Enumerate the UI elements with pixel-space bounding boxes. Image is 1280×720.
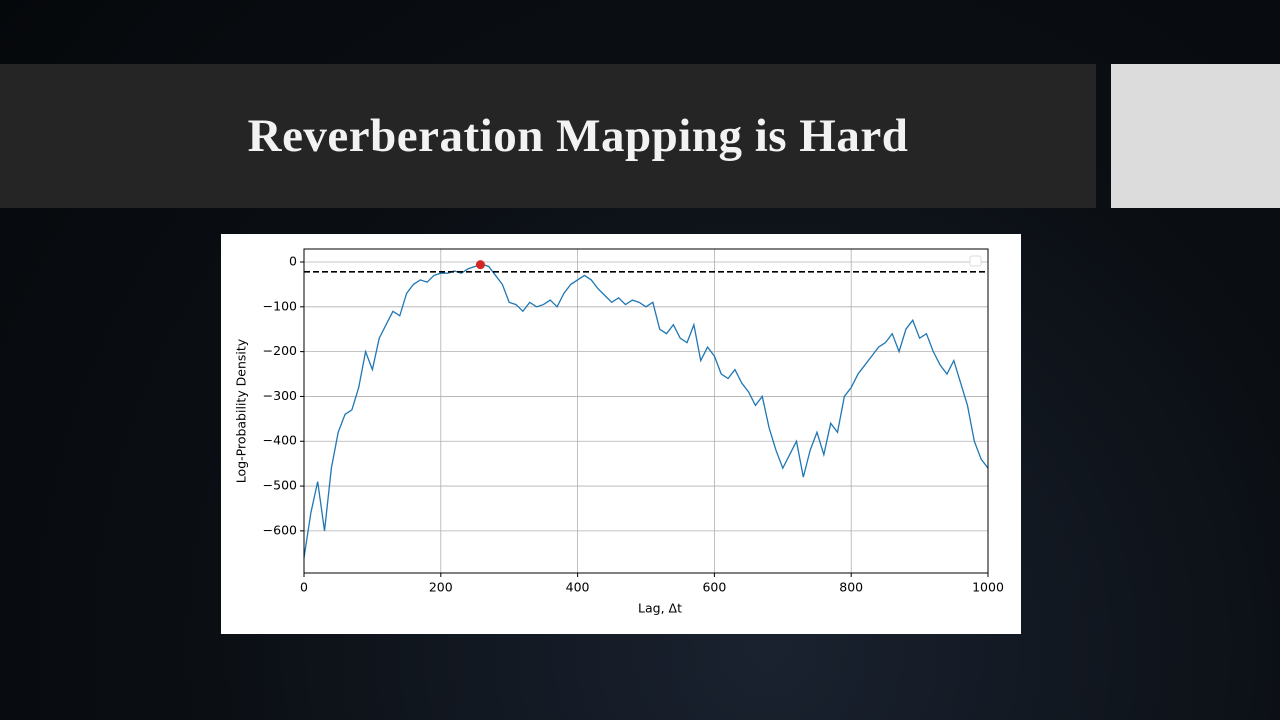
x-tick-label: 1000: [972, 580, 1004, 595]
chart: Lag, Δt Log-Probability Density 0 200 400 6…: [221, 234, 1021, 634]
y-tick-label: −300: [263, 388, 297, 403]
x-axis-label: Lag, Δt: [638, 601, 682, 616]
y-tick-label: −400: [263, 433, 297, 448]
x-tick-label: 200: [429, 580, 453, 595]
x-tick-label: 600: [702, 580, 726, 595]
x-tick-label: 800: [839, 580, 863, 595]
plot-frame: [303, 248, 989, 574]
y-tick-label: −200: [263, 343, 297, 358]
y-tick-label: −600: [263, 522, 297, 537]
y-axis-label: Log-Probability Density: [234, 338, 249, 483]
legend-box: [969, 255, 982, 267]
title-bar: Reverberation Mapping is Hard: [0, 64, 1096, 208]
y-tick-label: −500: [263, 478, 297, 493]
y-tick-label: −100: [263, 298, 297, 313]
y-tick-label: 0: [289, 253, 297, 268]
slide-title: Reverberation Mapping is Hard: [247, 110, 909, 162]
x-tick-label: 0: [300, 580, 308, 595]
data-line: [303, 263, 989, 558]
x-tick-label: 400: [566, 580, 590, 595]
side-panel: [1111, 64, 1280, 208]
max-marker: [475, 260, 485, 270]
